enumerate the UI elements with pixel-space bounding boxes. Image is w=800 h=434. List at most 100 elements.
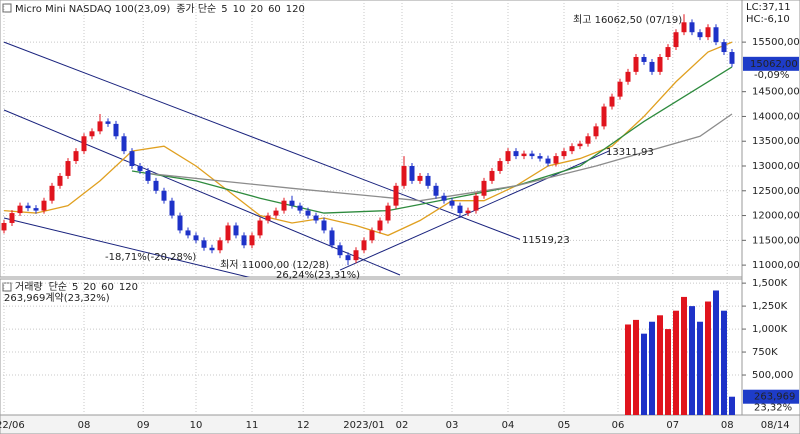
volume-bar: [673, 310, 679, 415]
legend-box: [2, 3, 12, 13]
candle-body: [121, 136, 127, 152]
candle-body: [105, 121, 111, 124]
candle-body: [553, 156, 559, 164]
y-tick-label: 12000,00: [752, 211, 800, 222]
lc-label: LC:37,11: [746, 2, 791, 13]
candle-body: [369, 230, 375, 241]
x-tick-label: 03: [446, 420, 459, 431]
legend-label: 종가 단순: [176, 3, 216, 15]
legend-item: 5: [72, 282, 78, 293]
price-label: 15062,00: [750, 59, 798, 70]
y-tick-label: 1,500K: [752, 278, 788, 289]
candle-body: [73, 151, 79, 162]
candle-body: [145, 170, 151, 181]
candle-body: [457, 205, 463, 214]
candle-body: [345, 255, 351, 261]
volume-bar: [705, 301, 711, 415]
candle-body: [433, 185, 439, 196]
annotation: 최고 16062,50 (07/19): [573, 14, 682, 26]
y-tick-label: 750K: [752, 347, 778, 358]
volume-panel: [0, 278, 743, 416]
candle-body: [89, 131, 95, 137]
candle-body: [377, 220, 383, 231]
candle-body: [305, 210, 311, 216]
candle-body: [49, 185, 55, 201]
candle-body: [353, 250, 359, 261]
candle-body: [577, 143, 583, 147]
candle-body: [489, 170, 495, 181]
legend-box: [2, 282, 12, 292]
candle-body: [609, 96, 615, 107]
candle-body: [729, 52, 735, 64]
y-tick-label: 11500,00: [752, 235, 800, 246]
candle-body: [217, 240, 223, 251]
candle-body: [601, 106, 607, 127]
y-tick-label: 11000,00: [752, 260, 800, 271]
volume-bar: [649, 321, 655, 415]
candle-body: [649, 61, 655, 72]
legend-item: 120: [286, 4, 305, 15]
candle-body: [329, 230, 335, 246]
x-tick-label: 07: [666, 420, 679, 431]
moving-average: [147, 113, 733, 202]
x-tick-label: 02: [396, 420, 409, 431]
candle-body: [441, 195, 447, 201]
candle-body: [585, 136, 591, 144]
legend-item: 5: [221, 4, 227, 15]
candle-body: [161, 190, 167, 201]
volume-bar: [633, 319, 639, 415]
x-tick-label: 12: [297, 420, 310, 431]
annotation: 최저 11000,00 (12/28): [220, 259, 329, 271]
legend-title: Micro Mini NASDAQ 100(23,09): [15, 4, 170, 15]
candle-body: [665, 47, 671, 57]
candle-body: [265, 215, 271, 221]
candle-body: [537, 156, 543, 159]
volume-change: 23,32%: [754, 403, 792, 414]
candle-body: [25, 205, 31, 209]
legend-item: 120: [119, 282, 138, 293]
x-tick-label: 04: [502, 420, 515, 431]
candle-body: [713, 27, 719, 43]
volume-label: 263,969: [754, 392, 795, 403]
volume-bar: [657, 315, 663, 415]
x-tick-label: 08/14: [761, 420, 790, 431]
candle-body: [417, 175, 423, 181]
annotation: 13311,93: [606, 147, 654, 158]
candle-body: [409, 166, 415, 181]
candle-body: [529, 153, 535, 157]
candle-body: [641, 56, 647, 62]
candle-body: [137, 166, 143, 171]
x-tick-label: 08: [721, 420, 734, 431]
candle-body: [273, 210, 279, 216]
candle-body: [241, 235, 247, 246]
y-tick-label: 14500,00: [752, 87, 800, 98]
candle-body: [33, 208, 39, 211]
candle-body: [257, 220, 263, 236]
candle-body: [593, 126, 599, 137]
trend-line: [3, 41, 521, 240]
candle-body: [289, 200, 295, 206]
candle-body: [465, 210, 471, 214]
y-tick-label: 15500,00: [752, 37, 800, 48]
candle-body: [65, 161, 71, 176]
candle-body: [361, 240, 367, 251]
volume-bar: [729, 396, 735, 415]
y-tick-label: 13500,00: [752, 136, 800, 147]
volume-bar: [721, 310, 727, 415]
candle-body: [401, 166, 407, 186]
candle-body: [521, 153, 527, 157]
candle-body: [705, 27, 711, 38]
candle-body: [201, 240, 207, 248]
candle-body: [17, 205, 23, 214]
volume-bar: [641, 333, 647, 415]
candle-body: [617, 81, 623, 97]
candle-body: [657, 56, 663, 72]
candle-body: [513, 151, 519, 157]
annotation: 26,24%(23,31%): [276, 270, 360, 281]
volume-bar: [713, 290, 719, 415]
candle-body: [681, 22, 687, 33]
x-tick-label: 11: [246, 420, 259, 431]
x-tick-label: 08: [78, 420, 91, 431]
candle-body: [625, 71, 631, 82]
